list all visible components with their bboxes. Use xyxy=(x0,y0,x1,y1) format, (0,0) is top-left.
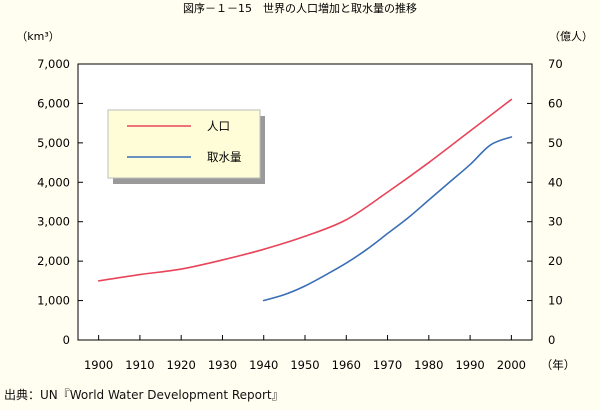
series-line-withdrawal xyxy=(262,136,513,302)
left-tick-label: 6,000 xyxy=(37,96,70,110)
right-axis-unit: （億人） xyxy=(549,30,593,43)
right-axis: 0 10 20 30 40 50 60 70 xyxy=(527,57,563,347)
right-tick-label: 70 xyxy=(548,57,563,71)
left-tick-label: 5,000 xyxy=(37,136,70,150)
x-tick-label: 1990 xyxy=(455,358,484,372)
legend: 人口 取水量 xyxy=(107,109,265,184)
x-tick-label: 1970 xyxy=(373,358,402,372)
x-tick-label: 1950 xyxy=(290,358,319,372)
x-tick-label: 1940 xyxy=(249,358,278,372)
x-axis-unit: （年） xyxy=(541,358,576,372)
right-tick-label: 10 xyxy=(548,294,563,308)
right-tick-label: 50 xyxy=(548,136,563,150)
right-tick-label: 0 xyxy=(548,333,555,347)
x-tick-label: 1900 xyxy=(84,358,113,372)
legend-box xyxy=(107,109,261,179)
left-tick-label: 7,000 xyxy=(37,57,70,71)
x-tick-label: 1930 xyxy=(208,358,237,372)
source-note: 出典：UN『World Water Development Report』 xyxy=(4,388,284,402)
x-tick-label: 1920 xyxy=(167,358,196,372)
legend-label-withdrawal: 取水量 xyxy=(207,150,242,164)
left-axis: 0 1,000 2,000 3,000 4,000 5,000 6,000 7,000 xyxy=(37,57,83,347)
plot-area xyxy=(77,63,533,341)
left-tick-label: 4,000 xyxy=(37,175,70,189)
left-tick-label: 2,000 xyxy=(37,254,70,268)
x-axis: 1900 1910 1920 1930 1940 1950 1960 1970 1980 1990… xyxy=(84,335,526,372)
left-tick-label: 1,000 xyxy=(37,294,70,308)
x-tick-label: 2000 xyxy=(497,358,526,372)
left-tick-label: 0 xyxy=(63,333,70,347)
x-tick-label: 1980 xyxy=(414,358,443,372)
right-tick-label: 40 xyxy=(548,175,563,189)
right-tick-label: 20 xyxy=(548,254,563,268)
x-tick-label: 1910 xyxy=(125,358,154,372)
left-tick-label: 3,000 xyxy=(37,215,70,229)
chart-title: 図序－１－15 世界の人口増加と取水量の推移 xyxy=(183,1,417,15)
series-layer xyxy=(97,98,513,302)
legend-label-population: 人口 xyxy=(207,119,230,133)
x-tick-label: 1960 xyxy=(332,358,361,372)
right-tick-label: 30 xyxy=(548,215,563,229)
left-axis-unit: （km³） xyxy=(16,30,60,43)
series-line-population xyxy=(97,98,513,282)
right-tick-label: 60 xyxy=(548,96,563,110)
